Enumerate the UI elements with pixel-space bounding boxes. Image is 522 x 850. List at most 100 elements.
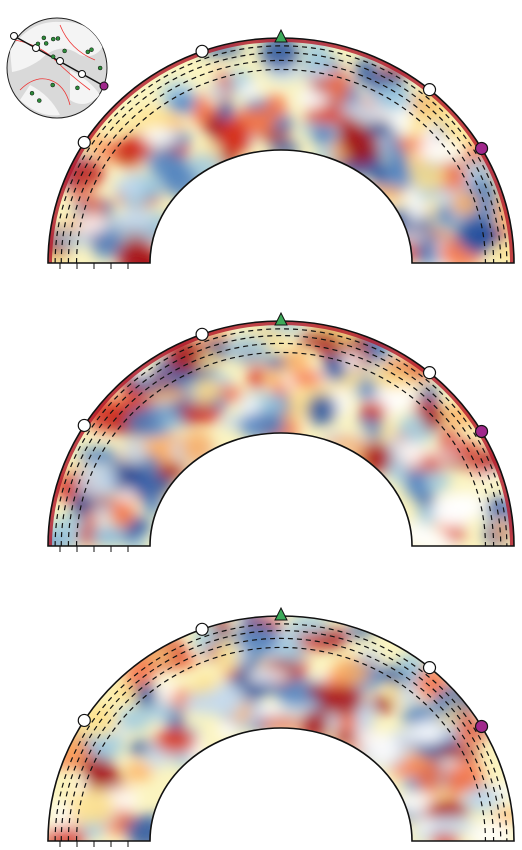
section-panel bbox=[47, 28, 515, 269]
anomaly bbox=[415, 760, 446, 796]
depth-contour bbox=[60, 629, 502, 842]
profile-marker bbox=[77, 135, 91, 150]
anomaly bbox=[163, 413, 183, 430]
anomaly bbox=[367, 732, 399, 766]
anomaly bbox=[127, 405, 175, 439]
anomaly bbox=[193, 378, 220, 404]
station bbox=[35, 41, 41, 47]
profile-marker bbox=[10, 32, 18, 40]
anomaly bbox=[404, 469, 428, 500]
anomaly bbox=[258, 704, 283, 718]
anomaly bbox=[178, 403, 223, 425]
anomaly bbox=[300, 709, 329, 742]
anomaly bbox=[493, 809, 514, 823]
station bbox=[37, 98, 42, 103]
anomaly bbox=[337, 712, 358, 734]
anomaly bbox=[427, 800, 471, 820]
profile-end-marker bbox=[474, 424, 489, 439]
anomaly bbox=[306, 393, 338, 426]
anomaly bbox=[436, 745, 480, 761]
anomaly bbox=[75, 464, 118, 499]
anomaly bbox=[462, 788, 505, 809]
profile-marker bbox=[56, 57, 64, 65]
anomaly bbox=[344, 625, 375, 638]
depth-contour bbox=[67, 59, 495, 264]
anomaly bbox=[106, 119, 132, 133]
station bbox=[50, 54, 56, 59]
anomaly bbox=[110, 498, 135, 529]
station bbox=[43, 41, 49, 46]
section-panel bbox=[47, 311, 515, 552]
land bbox=[10, 21, 104, 72]
anomaly bbox=[246, 669, 291, 683]
anomaly bbox=[265, 368, 282, 385]
anomaly bbox=[194, 93, 211, 119]
anomalies bbox=[48, 321, 514, 546]
anomaly bbox=[69, 788, 115, 825]
anomaly bbox=[316, 627, 348, 650]
anomaly bbox=[324, 436, 366, 451]
anomaly bbox=[127, 515, 147, 536]
anomaly bbox=[318, 685, 364, 716]
anomaly bbox=[52, 230, 80, 248]
depth-contour bbox=[54, 328, 508, 547]
anomaly bbox=[77, 447, 119, 465]
anomaly bbox=[48, 827, 88, 841]
anomaly bbox=[220, 118, 251, 154]
anomaly bbox=[128, 473, 177, 498]
anomaly bbox=[110, 212, 157, 229]
depth-contour bbox=[75, 351, 487, 547]
station bbox=[50, 36, 56, 42]
anomaly bbox=[226, 335, 271, 364]
anomaly bbox=[365, 186, 406, 201]
anomaly bbox=[282, 348, 310, 376]
station bbox=[89, 47, 94, 52]
station bbox=[62, 48, 67, 54]
station bbox=[50, 82, 55, 88]
anomaly bbox=[311, 124, 334, 146]
anomaly bbox=[182, 695, 203, 713]
profile-end-marker bbox=[474, 719, 489, 734]
anomaly bbox=[71, 710, 118, 738]
anomaly bbox=[327, 70, 351, 106]
anomaly bbox=[297, 330, 341, 349]
depth-contour bbox=[60, 51, 502, 264]
anomaly bbox=[469, 459, 491, 476]
anomaly bbox=[208, 83, 229, 100]
anomaly bbox=[432, 495, 464, 526]
anomaly bbox=[125, 814, 168, 841]
section-panel bbox=[47, 606, 515, 847]
anomaly bbox=[75, 230, 92, 248]
anomaly bbox=[169, 93, 198, 114]
anomaly bbox=[247, 366, 265, 391]
inset-globe bbox=[6, 17, 109, 119]
depth-contour bbox=[67, 637, 495, 842]
profile-marker bbox=[195, 327, 209, 341]
depth-contour bbox=[54, 623, 508, 842]
anomaly bbox=[157, 678, 175, 705]
anomaly bbox=[399, 651, 425, 682]
anomaly bbox=[354, 58, 378, 84]
anomaly bbox=[142, 127, 178, 146]
section-outline bbox=[47, 615, 515, 842]
anomaly bbox=[330, 661, 370, 685]
station-triangle bbox=[274, 28, 288, 43]
anomaly bbox=[162, 166, 200, 199]
anomaly bbox=[123, 438, 147, 470]
profile-marker bbox=[422, 366, 437, 380]
anomaly bbox=[239, 82, 262, 99]
anomaly bbox=[210, 681, 245, 718]
section-outline bbox=[47, 37, 515, 264]
profile-marker bbox=[78, 70, 86, 78]
anomaly bbox=[433, 691, 454, 717]
depth-contour bbox=[54, 45, 508, 264]
profile-marker bbox=[77, 713, 91, 728]
station bbox=[41, 35, 47, 41]
anomaly bbox=[454, 758, 483, 794]
anomaly bbox=[392, 230, 429, 243]
station bbox=[97, 65, 103, 71]
anomaly bbox=[91, 226, 121, 260]
anomaly bbox=[116, 706, 152, 732]
profile-end-marker bbox=[474, 141, 489, 156]
